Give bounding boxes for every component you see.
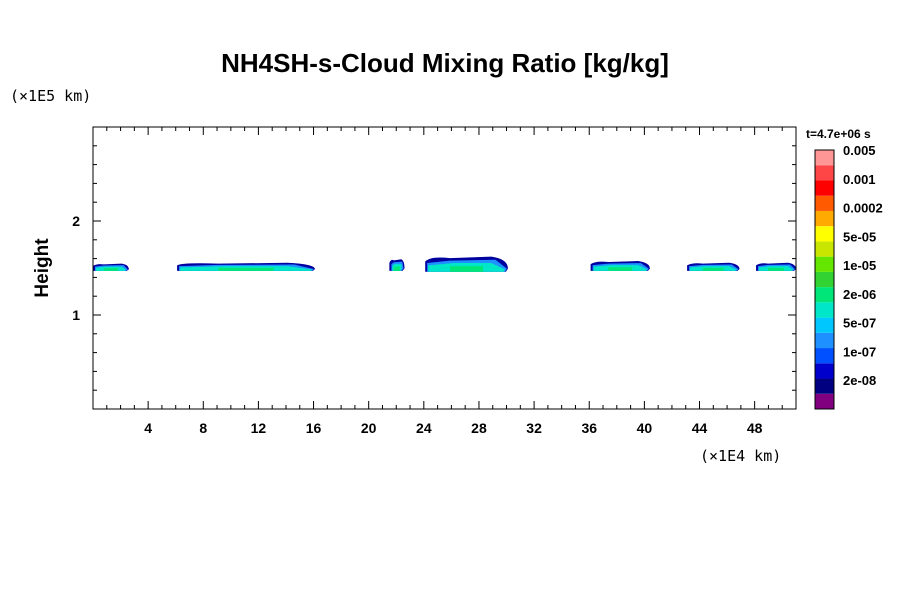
colorbar-segment	[815, 393, 834, 409]
colorbar-segment	[815, 165, 834, 181]
colorbar-segment	[815, 195, 834, 211]
x-unit-label: (×1E4 km)	[700, 447, 781, 465]
colorbar-label: 0.001	[843, 172, 876, 187]
colorbar-segment	[815, 210, 834, 227]
x-tick-label: 4	[144, 420, 152, 436]
chart-title: NH4SH-s-Cloud Mixing Ratio [kg/kg]	[221, 48, 669, 78]
x-tick-label: 48	[747, 420, 763, 436]
cloud-blob-center	[103, 268, 119, 271]
colorbar: 2e-08 1e-07 5e-07 2e-06 1e-05 5e-05 0.0002 0.00…	[814, 143, 883, 410]
x-tick-label: 12	[251, 420, 267, 436]
cloud-blob	[93, 263, 129, 271]
cloud-blob	[425, 256, 508, 272]
x-tick-label: 36	[581, 420, 597, 436]
colorbar-segment	[815, 256, 834, 272]
cloud-blob-center	[450, 266, 484, 272]
colorbar-segment	[815, 287, 834, 303]
colorbar-segment	[815, 180, 834, 196]
colorbar-segment	[815, 332, 834, 349]
colorbar-segment	[815, 271, 834, 288]
x-tick-label: 24	[416, 420, 432, 436]
y-tick-label: 1	[72, 307, 80, 323]
cloud-blob	[177, 262, 315, 271]
x-tick-label: 32	[526, 420, 542, 436]
cloud-blob	[687, 262, 740, 271]
y-unit-label: (×1E5 km)	[10, 87, 91, 105]
y-tick-label: 2	[72, 213, 80, 229]
x-tick-label: 8	[199, 420, 207, 436]
colorbar-label: 0.005	[843, 143, 876, 158]
cloud-blob-center	[393, 266, 400, 271]
colorbar-segment	[815, 348, 834, 364]
cloud-blob-center	[608, 267, 633, 271]
colorbar-segment	[815, 317, 834, 333]
cloud-blob-center	[702, 267, 724, 271]
cloud-blob	[756, 262, 796, 271]
colorbar-label: 0.0002	[843, 201, 883, 216]
x-tick-label: 16	[306, 420, 322, 436]
colorbar-segment	[815, 150, 834, 166]
colorbar-label: 5e-07	[843, 316, 876, 331]
colorbar-label: 2e-06	[843, 287, 876, 302]
colorbar-segment	[815, 302, 834, 318]
plot-frame	[92, 126, 797, 410]
colorbar-label: 2e-08	[843, 373, 876, 388]
x-tick-label: 44	[692, 420, 708, 436]
cloud-blob	[590, 260, 650, 271]
colorbar-segment	[815, 378, 834, 394]
colorbar-label: 1e-05	[843, 258, 876, 273]
colorbar-label: 1e-07	[843, 344, 876, 359]
y-axis-label: Height	[32, 238, 53, 298]
colorbar-segment	[815, 241, 834, 257]
cloud-blob-center	[218, 267, 274, 271]
x-tick-label: 28	[471, 420, 487, 436]
x-tick-label: 20	[361, 420, 377, 436]
cloud-blob	[389, 259, 405, 271]
colorbar-frame	[814, 149, 835, 410]
colorbar-segment	[815, 363, 834, 379]
cloud-field	[93, 256, 796, 272]
colorbar-label: 5e-05	[843, 229, 876, 244]
x-tick-label: 40	[637, 420, 653, 436]
cloud-blob-center	[768, 267, 785, 271]
time-label: t=4.7e+06 s	[806, 127, 871, 141]
colorbar-segment	[815, 226, 834, 242]
